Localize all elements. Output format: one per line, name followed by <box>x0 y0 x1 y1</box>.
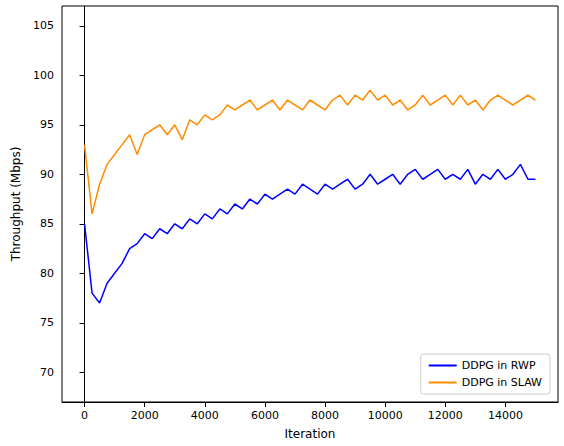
svg-text:105: 105 <box>33 19 54 32</box>
svg-text:DDPG in RWP: DDPG in RWP <box>462 359 536 372</box>
svg-text:100: 100 <box>33 69 54 82</box>
svg-text:0: 0 <box>81 409 88 422</box>
svg-text:Iteration: Iteration <box>285 427 336 441</box>
svg-text:95: 95 <box>40 118 54 131</box>
svg-text:90: 90 <box>40 168 54 181</box>
svg-text:80: 80 <box>40 267 54 280</box>
svg-text:75: 75 <box>40 316 54 329</box>
svg-text:70: 70 <box>40 366 54 379</box>
svg-text:10000: 10000 <box>368 409 403 422</box>
svg-text:DDPG in SLAW: DDPG in SLAW <box>462 376 542 389</box>
svg-text:14000: 14000 <box>488 409 523 422</box>
svg-text:12000: 12000 <box>428 409 463 422</box>
svg-text:8000: 8000 <box>311 409 339 422</box>
svg-text:6000: 6000 <box>251 409 279 422</box>
svg-text:85: 85 <box>40 217 54 230</box>
svg-text:4000: 4000 <box>191 409 219 422</box>
svg-text:2000: 2000 <box>131 409 159 422</box>
svg-text:Throughput (Mbps): Throughput (Mbps) <box>9 147 23 263</box>
